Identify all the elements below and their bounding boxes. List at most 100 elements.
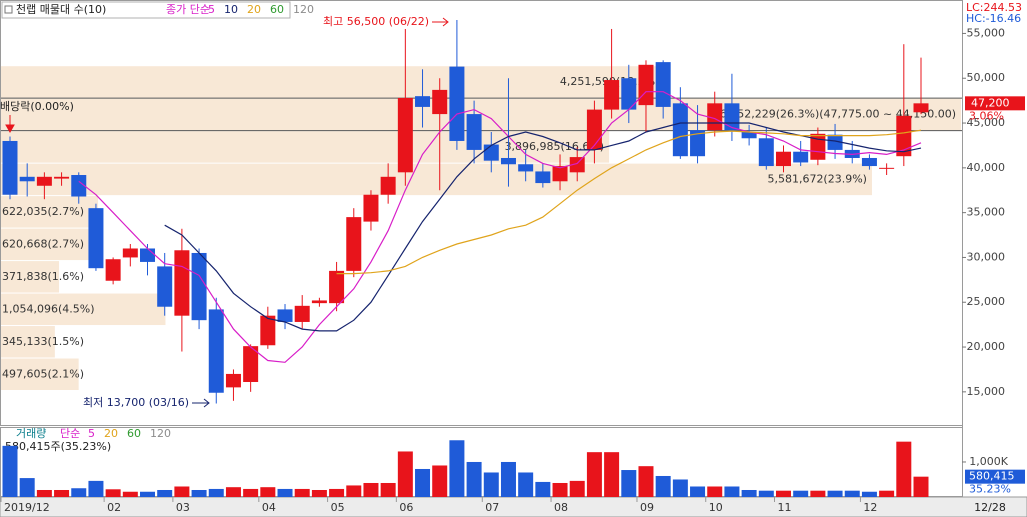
volume-y-tick-label: 1,000K xyxy=(969,455,1008,468)
volume-bar xyxy=(243,488,259,497)
candle-body xyxy=(88,208,104,269)
volume-bar xyxy=(707,486,723,497)
x-tick-label: 12 xyxy=(863,501,877,514)
volume-bar xyxy=(827,490,843,497)
volume-tag-label: 580,415 xyxy=(969,470,1015,483)
legend-entry: 60 xyxy=(270,3,284,16)
last-date: 12/28 xyxy=(974,501,1006,514)
candle-body xyxy=(879,167,895,169)
ma-label: 종가 단순 xyxy=(166,3,210,16)
ex-dividend-label: 배당락(0.00%) xyxy=(0,100,74,113)
candle-body xyxy=(397,97,413,173)
candle-body xyxy=(346,217,362,271)
low-arrow xyxy=(192,398,210,408)
ma-line xyxy=(78,91,922,363)
x-tick-label: 09 xyxy=(640,501,654,514)
y-tick-label: 55,000 xyxy=(967,26,1006,39)
volume-bar xyxy=(500,461,516,497)
y-tick-label: 15,000 xyxy=(967,385,1006,398)
volume-bar xyxy=(36,489,52,497)
volume-bar xyxy=(775,490,791,497)
candle-body xyxy=(793,151,809,163)
legend-icon xyxy=(4,5,13,14)
high-annotation: 최고 56,500 (06/22) xyxy=(323,15,429,28)
lc-label: LC:244.53 xyxy=(966,1,1022,14)
candle-body xyxy=(71,175,87,197)
candle-body xyxy=(518,164,534,172)
candle-body xyxy=(432,89,448,115)
x-tick-label: 08 xyxy=(554,501,568,514)
volume-bar xyxy=(569,480,585,497)
x-tick-label: 02 xyxy=(107,501,121,514)
candle-body xyxy=(36,176,52,186)
volume-bar xyxy=(518,472,534,497)
y-tick-label: 40,000 xyxy=(967,161,1006,174)
candle-body xyxy=(122,248,138,258)
candle-body xyxy=(311,300,327,304)
x-tick-label: 05 xyxy=(331,501,345,514)
volume-bar xyxy=(329,488,345,497)
volume-title: 거래량 xyxy=(16,427,46,440)
candle-body xyxy=(174,250,190,316)
volume-bar xyxy=(724,486,740,497)
volume-bar xyxy=(311,489,327,497)
candle-body xyxy=(415,96,431,107)
volume-last-label: 580,415주(35.23%) xyxy=(5,440,111,453)
current-change-label: 3.06% xyxy=(969,109,1004,122)
y-tick-label: 20,000 xyxy=(967,340,1006,353)
volume-bar xyxy=(2,445,18,497)
candle-body xyxy=(775,151,791,167)
volume-profile-band xyxy=(1,196,99,228)
current-price-label: 47,200 xyxy=(971,96,1010,109)
candle-body xyxy=(140,248,156,262)
volume-bar xyxy=(655,475,671,497)
volume-bar xyxy=(466,461,482,497)
volume-bar xyxy=(208,488,224,497)
candle-body xyxy=(810,133,826,160)
volume-bar xyxy=(397,451,413,497)
legend-title: 천랩 매물대 수(10) xyxy=(16,2,106,16)
volume-bar xyxy=(225,487,241,497)
volume-bar xyxy=(861,491,877,497)
candle-body xyxy=(363,194,379,222)
candle-body xyxy=(552,166,568,182)
legend-box xyxy=(1,1,291,19)
legend-entry: 10 xyxy=(224,3,238,16)
volume-bar xyxy=(621,470,637,497)
candle-body xyxy=(157,266,173,307)
candle-body xyxy=(449,66,465,141)
x-tick-label: 04 xyxy=(262,501,276,514)
volume-bar xyxy=(140,491,156,497)
ma-line xyxy=(336,129,922,275)
candle-body xyxy=(569,157,585,173)
y-tick-label: 50,000 xyxy=(967,71,1006,84)
volume-bar xyxy=(88,480,104,497)
volume-bar xyxy=(174,486,190,497)
volume-bar xyxy=(483,472,499,497)
volume-bar xyxy=(122,491,138,497)
volume-bar xyxy=(380,482,396,497)
volume-bar xyxy=(105,489,121,497)
candle-body xyxy=(741,132,757,139)
volume-bar xyxy=(758,490,774,497)
volume-bar xyxy=(71,488,87,497)
band-label: 497,605(2.1%) xyxy=(2,367,84,380)
volume-profile-band xyxy=(1,66,665,98)
volume-profile-band xyxy=(1,163,872,196)
volume-change-label: 35.23% xyxy=(969,483,1011,496)
volume-bar xyxy=(363,482,379,497)
ex-dividend-arrow xyxy=(5,115,15,134)
volume-profile-band xyxy=(1,358,79,391)
candle-body xyxy=(896,115,912,157)
candle-body xyxy=(260,315,276,346)
band-label: 1,054,096(4.5%) xyxy=(2,302,95,315)
volume-bar xyxy=(586,452,602,497)
candle-body xyxy=(191,252,207,321)
legend-entry: 120 xyxy=(293,3,314,16)
candle-body xyxy=(672,103,688,157)
low-annotation: 최저 13,700 (03/16) xyxy=(83,396,189,409)
volume-bar xyxy=(672,479,688,497)
candle-body xyxy=(54,176,70,179)
